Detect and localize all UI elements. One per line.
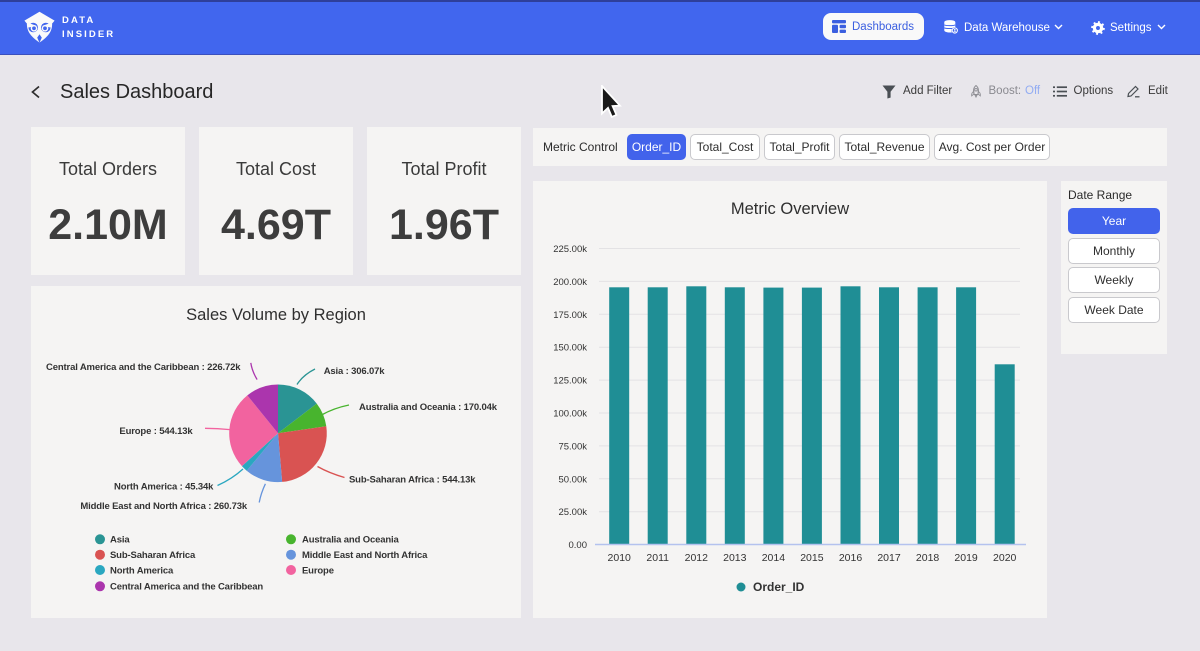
svg-text:2019: 2019: [954, 552, 978, 564]
svg-text:North America: North America: [110, 565, 174, 576]
svg-text:2016: 2016: [839, 552, 863, 564]
svg-text:Sub-Saharan Africa : 544.13k: Sub-Saharan Africa : 544.13k: [349, 475, 476, 486]
svg-text:Central America and the Caribb: Central America and the Caribbean : 226.…: [46, 362, 241, 373]
svg-text:175.00k: 175.00k: [553, 310, 587, 321]
svg-text:Order_ID: Order_ID: [753, 580, 805, 594]
svg-text:Sales Volume by Region: Sales Volume by Region: [186, 306, 366, 324]
svg-text:2015: 2015: [800, 552, 824, 564]
svg-text:Middle East and North Africa: Middle East and North Africa: [302, 550, 428, 561]
svg-text:North America : 45.34k: North America : 45.34k: [114, 482, 214, 493]
svg-text:Asia : 306.07k: Asia : 306.07k: [324, 366, 386, 377]
svg-text:200.00k: 200.00k: [553, 277, 587, 288]
svg-text:Central America and the Caribb: Central America and the Caribbean: [110, 582, 263, 593]
svg-text:2010: 2010: [608, 552, 632, 564]
svg-text:2018: 2018: [916, 552, 940, 564]
svg-text:2020: 2020: [993, 552, 1017, 564]
svg-text:0.00: 0.00: [569, 540, 588, 551]
svg-text:Australia and Oceania : 170.04: Australia and Oceania : 170.04k: [359, 402, 498, 413]
svg-text:100.00k: 100.00k: [553, 409, 587, 420]
svg-text:50.00k: 50.00k: [558, 474, 587, 485]
svg-text:2012: 2012: [685, 552, 709, 564]
svg-text:75.00k: 75.00k: [558, 441, 587, 452]
svg-text:225.00k: 225.00k: [553, 244, 587, 255]
svg-text:Europe : 544.13k: Europe : 544.13k: [119, 426, 193, 437]
svg-text:25.00k: 25.00k: [558, 507, 587, 518]
svg-text:Australia and Oceania: Australia and Oceania: [302, 535, 400, 546]
svg-text:Asia: Asia: [110, 535, 130, 546]
svg-text:Middle East and North Africa :: Middle East and North Africa : 260.73k: [80, 501, 247, 512]
svg-text:Europe: Europe: [302, 565, 334, 576]
svg-text:2017: 2017: [877, 552, 901, 564]
svg-text:Sub-Saharan Africa: Sub-Saharan Africa: [110, 550, 196, 561]
svg-text:2011: 2011: [646, 552, 669, 564]
svg-text:2013: 2013: [723, 552, 747, 564]
svg-text:2014: 2014: [762, 552, 786, 564]
svg-text:Metric Overview: Metric Overview: [731, 200, 849, 218]
svg-text:125.00k: 125.00k: [553, 376, 587, 387]
svg-text:150.00k: 150.00k: [553, 343, 587, 354]
